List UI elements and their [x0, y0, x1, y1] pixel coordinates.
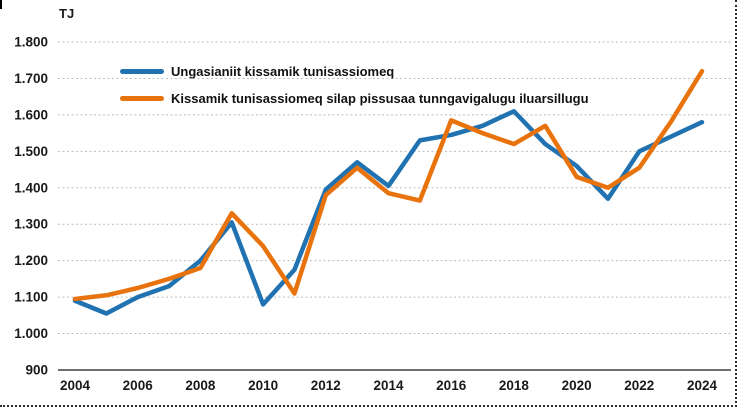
series-line-1	[72, 108, 705, 316]
y-axis-tick-label: 1.100	[14, 290, 48, 305]
corner-mark	[0, 0, 2, 9]
x-axis-tick-label: 2014	[373, 378, 404, 393]
x-axis-tick-label: 2008	[185, 378, 216, 393]
x-axis-tick-label: 2006	[123, 378, 154, 393]
series-line-2	[72, 68, 705, 302]
y-axis-tick-label: 1.600	[14, 107, 48, 122]
y-axis-tick-label: 1.800	[14, 35, 48, 50]
x-axis-tick-label: 2022	[624, 378, 654, 393]
x-axis-tick-label: 2020	[562, 378, 592, 393]
y-axis-tick-label: 1.300	[14, 217, 48, 232]
x-axis-tick-label: 2018	[499, 378, 530, 393]
legend-item-series-2: Kissamik tunisassiomeq silap pissusaa tu…	[120, 91, 589, 106]
legend-item-series-1: Ungasianiit kissamik tunisassiomeq	[120, 64, 589, 79]
legend-line-swatch-blue	[120, 69, 164, 74]
chart-legend: Ungasianiit kissamik tunisassiomeq Kissa…	[120, 64, 589, 106]
legend-line-swatch-orange	[120, 96, 164, 101]
x-axis-tick-label: 2024	[687, 378, 718, 393]
x-axis-tick-label: 2010	[248, 378, 278, 393]
x-axis-tick-label: 2012	[311, 378, 341, 393]
x-axis-tick-label: 2016	[436, 378, 467, 393]
legend-label-series-2: Kissamik tunisassiomeq silap pissusaa tu…	[171, 91, 589, 106]
y-axis-tick-label: 1.500	[14, 144, 48, 159]
x-axis-tick-label: 2004	[60, 378, 91, 393]
legend-label-series-1: Ungasianiit kissamik tunisassiomeq	[171, 64, 395, 79]
y-axis-tick-label: 1.200	[14, 253, 48, 268]
y-axis-tick-label: 900	[25, 363, 48, 378]
y-axis-unit-label: TJ	[59, 6, 75, 21]
y-axis-tick-label: 1.000	[14, 326, 48, 341]
y-axis-tick-label: 1.400	[14, 180, 48, 195]
y-axis-tick-label: 1.700	[14, 71, 48, 86]
